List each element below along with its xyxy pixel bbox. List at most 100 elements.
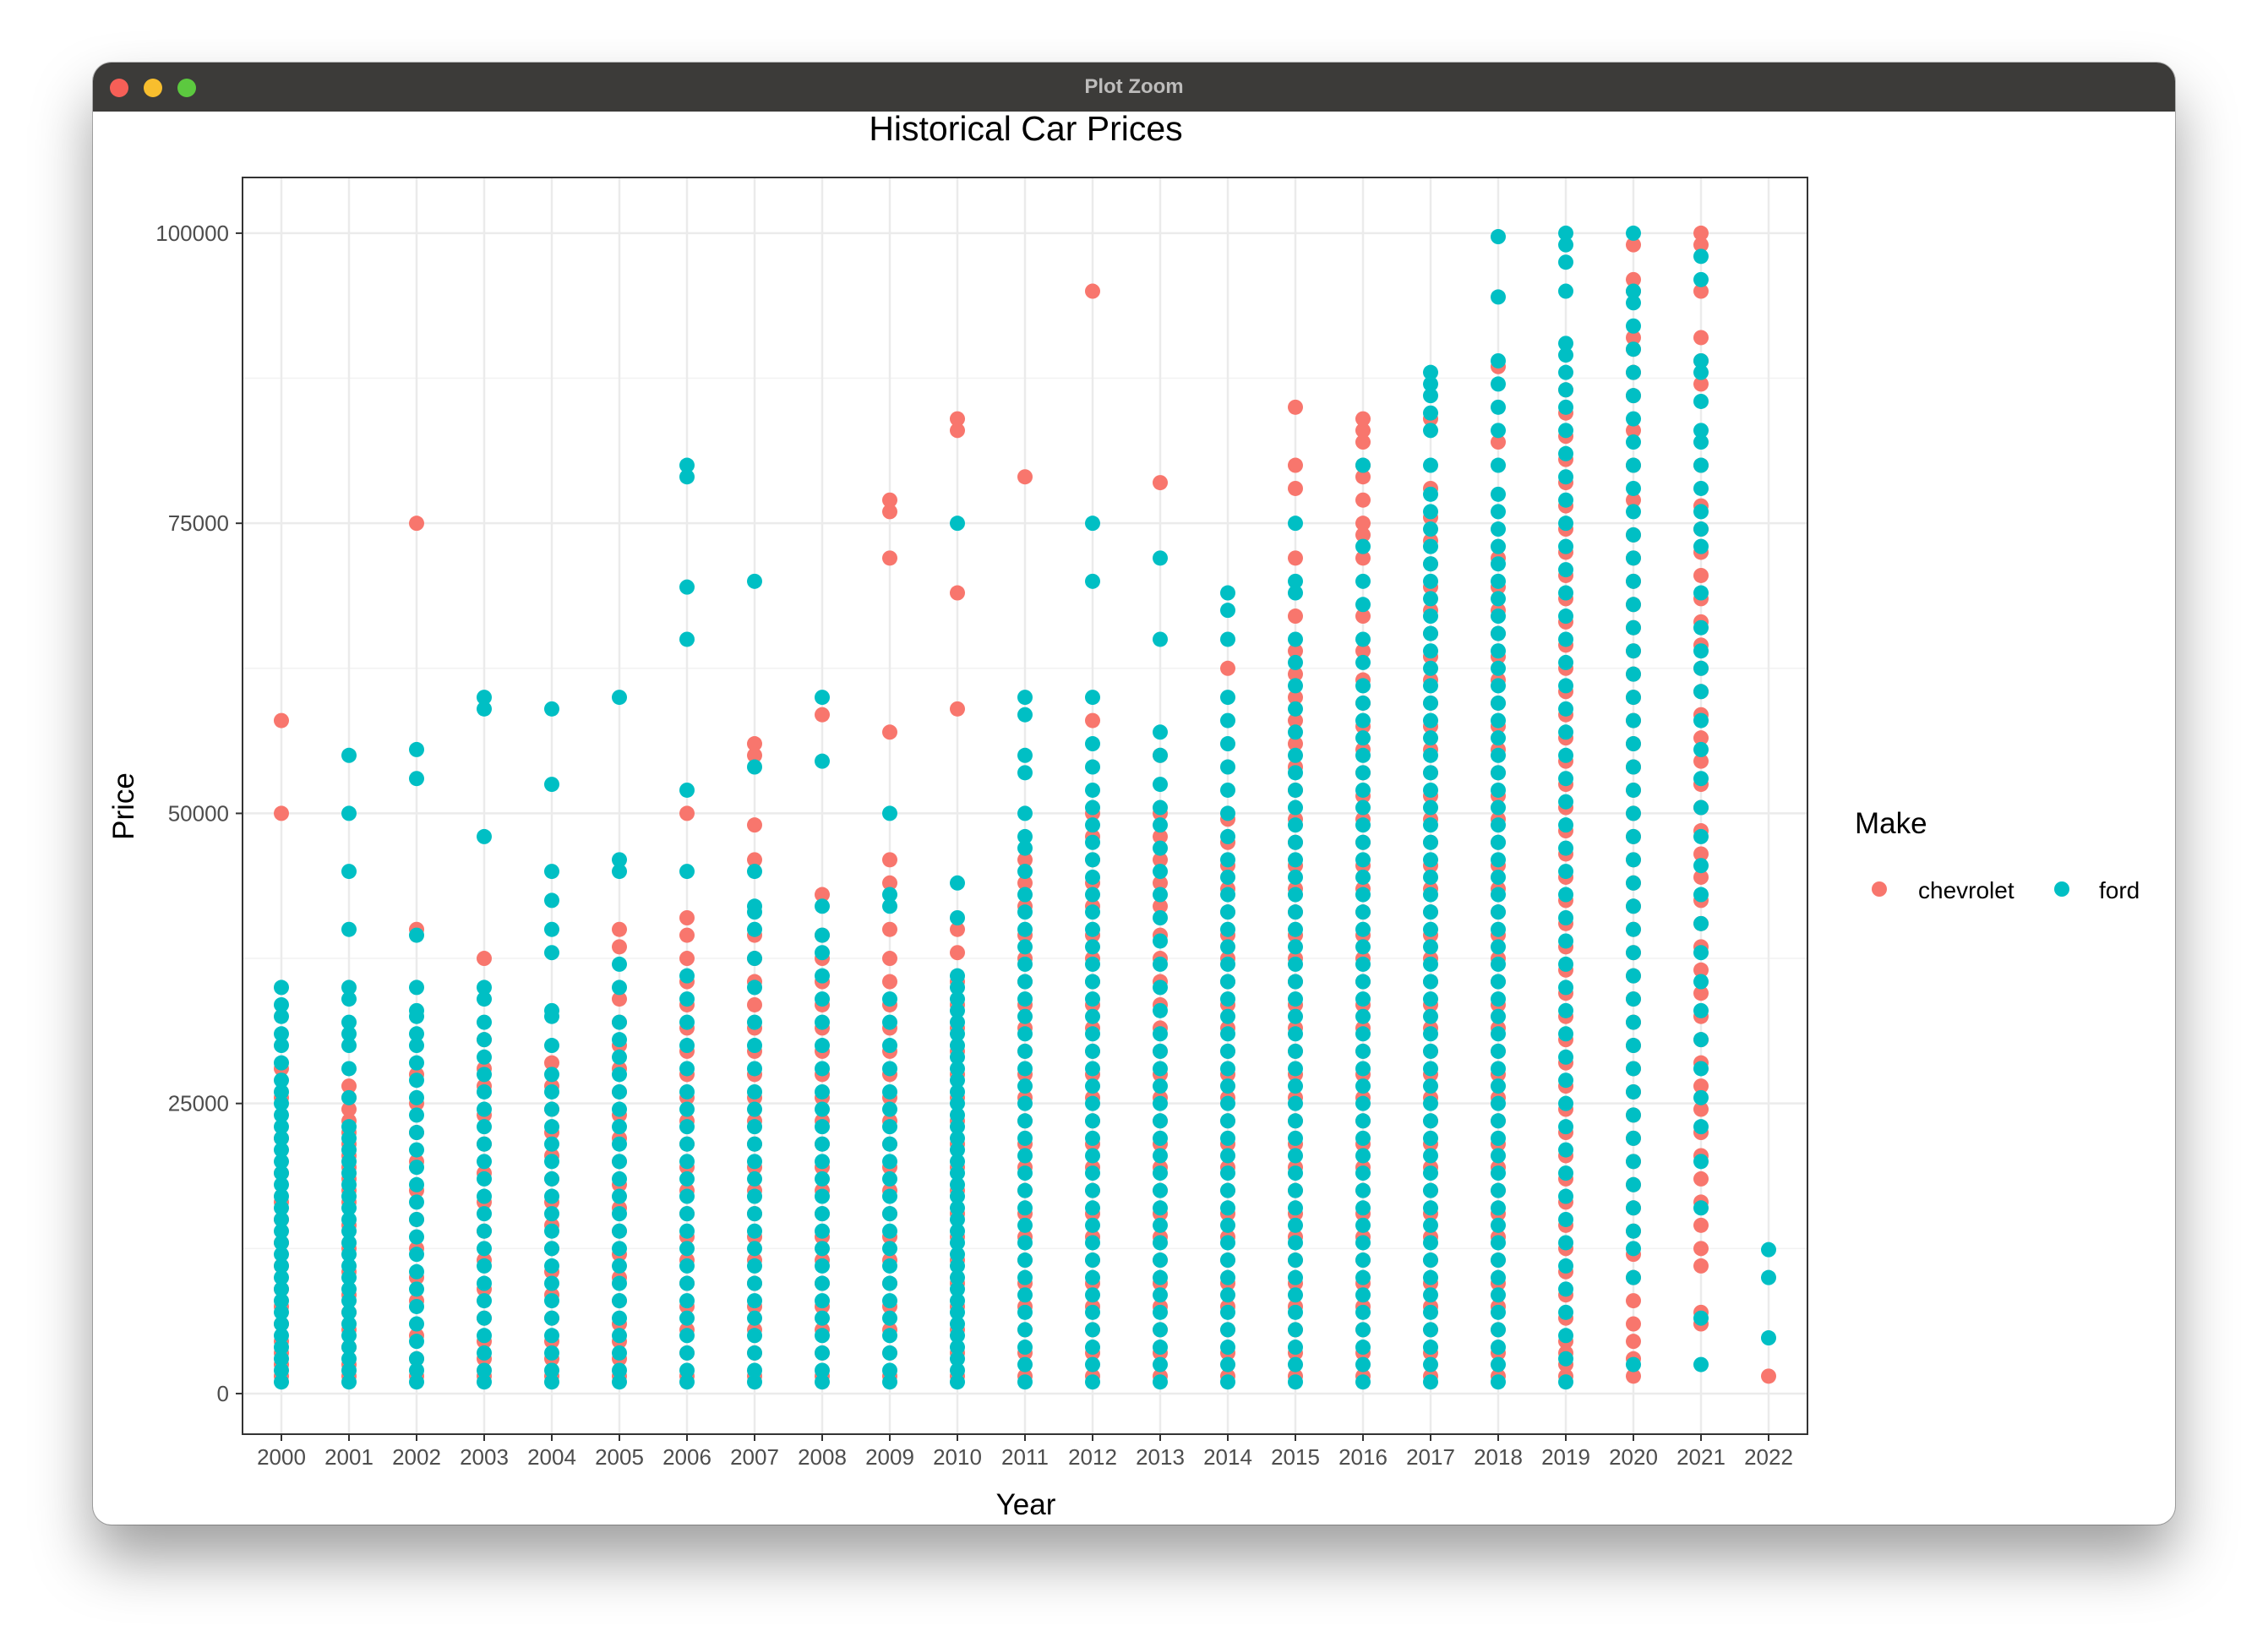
point-ford xyxy=(1355,1235,1371,1251)
point-ford xyxy=(1288,1217,1303,1233)
point-ford xyxy=(1423,1200,1438,1216)
point-ford xyxy=(477,1101,492,1117)
point-ford xyxy=(1085,974,1100,990)
point-ford xyxy=(274,1165,289,1181)
point-ford xyxy=(409,980,424,996)
point-ford xyxy=(1626,1154,1641,1170)
minimize-window-button[interactable] xyxy=(144,79,162,97)
point-ford xyxy=(1558,254,1573,270)
point-ford xyxy=(1355,1200,1371,1216)
point-ford xyxy=(1626,1200,1641,1216)
point-ford xyxy=(477,1374,492,1390)
point-ford xyxy=(1085,1182,1100,1198)
point-ford xyxy=(1693,352,1709,368)
point-ford xyxy=(1423,817,1438,833)
point-chevrolet xyxy=(1017,469,1033,485)
point-chevrolet xyxy=(815,707,830,723)
point-ford xyxy=(1355,799,1371,816)
point-ford xyxy=(950,1095,965,1111)
point-ford xyxy=(1153,631,1168,647)
point-ford xyxy=(1558,1351,1573,1367)
point-ford xyxy=(1491,695,1506,711)
point-ford xyxy=(544,777,559,793)
point-ford xyxy=(1085,1095,1100,1111)
point-ford xyxy=(1693,660,1709,676)
point-ford xyxy=(1423,1287,1438,1303)
point-ford xyxy=(950,1304,965,1320)
point-chevrolet xyxy=(1355,492,1371,508)
x-tick-label: 2004 xyxy=(527,1444,576,1470)
point-ford xyxy=(477,828,492,844)
point-ford xyxy=(679,457,695,473)
point-ford xyxy=(1220,690,1235,706)
point-chevrolet xyxy=(882,921,897,937)
zoom-window-button[interactable] xyxy=(177,79,196,97)
point-ford xyxy=(409,1160,424,1176)
point-ford xyxy=(882,1038,897,1054)
point-ford xyxy=(1693,364,1709,380)
x-tick-label: 2014 xyxy=(1203,1444,1252,1470)
point-ford xyxy=(477,980,492,996)
point-ford xyxy=(341,1247,357,1263)
point-ford xyxy=(1288,678,1303,694)
point-ford xyxy=(950,1188,965,1204)
point-ford xyxy=(1558,1188,1573,1204)
point-ford xyxy=(477,1345,492,1361)
point-ford xyxy=(544,1119,559,1135)
point-ford xyxy=(341,980,357,996)
point-ford xyxy=(950,1083,965,1100)
point-ford xyxy=(341,805,357,821)
x-tick-label: 2018 xyxy=(1474,1444,1523,1470)
point-ford xyxy=(1017,1200,1033,1216)
point-ford xyxy=(1491,1008,1506,1024)
point-ford xyxy=(1085,1043,1100,1059)
point-ford xyxy=(1220,631,1235,647)
point-ford xyxy=(1558,364,1573,380)
point-ford xyxy=(1153,887,1168,903)
point-ford xyxy=(1355,678,1371,694)
point-ford xyxy=(341,1119,357,1135)
point-ford xyxy=(1220,887,1235,903)
point-ford xyxy=(747,1293,762,1309)
point-ford xyxy=(747,759,762,775)
point-ford xyxy=(477,1241,492,1257)
point-ford xyxy=(1423,1026,1438,1042)
point-ford xyxy=(612,1328,627,1344)
point-ford xyxy=(679,1328,695,1344)
point-ford xyxy=(274,1083,289,1100)
point-ford xyxy=(274,1055,289,1071)
point-ford xyxy=(1220,805,1235,821)
point-ford xyxy=(1491,1374,1506,1390)
point-ford xyxy=(1693,945,1709,961)
point-ford xyxy=(950,1223,965,1239)
point-ford xyxy=(544,1310,559,1326)
point-ford xyxy=(612,1101,627,1117)
point-ford xyxy=(950,1351,965,1367)
point-ford xyxy=(1085,1340,1100,1356)
point-chevrolet xyxy=(1693,753,1709,769)
point-ford xyxy=(1423,799,1438,816)
point-ford xyxy=(1761,1269,1776,1285)
point-ford xyxy=(1423,834,1438,850)
point-ford xyxy=(477,690,492,706)
point-ford xyxy=(1355,1287,1371,1303)
point-ford xyxy=(1288,747,1303,763)
point-ford xyxy=(612,1258,627,1274)
point-ford xyxy=(1491,1252,1506,1269)
point-ford xyxy=(1558,747,1573,763)
point-ford xyxy=(1085,782,1100,798)
point-ford xyxy=(950,968,965,984)
point-ford xyxy=(1220,1374,1235,1390)
point-chevrolet xyxy=(1626,1316,1641,1332)
point-ford xyxy=(1220,921,1235,937)
point-ford xyxy=(815,1136,830,1152)
point-ford xyxy=(612,1362,627,1378)
point-ford xyxy=(1423,1043,1438,1059)
point-ford xyxy=(1220,759,1235,775)
point-ford xyxy=(274,1269,289,1285)
point-ford xyxy=(274,980,289,996)
point-ford xyxy=(1153,817,1168,833)
close-window-button[interactable] xyxy=(110,79,128,97)
point-ford xyxy=(1626,945,1641,961)
point-ford xyxy=(1355,1322,1371,1338)
